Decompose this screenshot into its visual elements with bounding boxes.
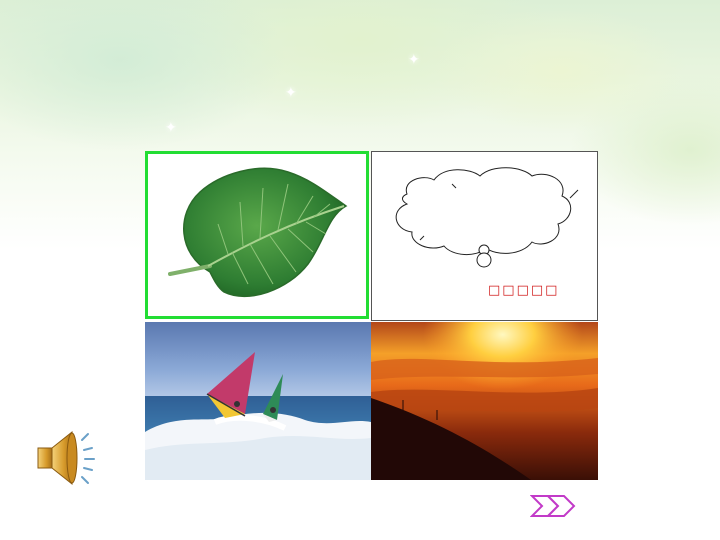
sparkle-icon: ✦ [165,120,177,136]
thought-bubble-panel[interactable]: □□□□□ [371,151,598,321]
leaf-image-panel[interactable] [145,151,369,319]
windsurfers-illustration [145,322,371,480]
double-arrow-right-icon [529,495,576,517]
thought-bubble-icon [395,167,579,268]
thought-caption: □□□□□ [488,283,560,298]
next-slide-button[interactable] [529,492,578,520]
sunset-image-panel[interactable] [371,322,598,480]
leaf-illustration [168,167,348,298]
sparkle-icon: ✦ [408,52,420,68]
windsurf-image-panel[interactable] [145,322,371,480]
speaker-icon[interactable] [34,428,98,488]
sparkle-icon: ✦ [285,85,297,101]
sunset-illustration [371,322,598,480]
